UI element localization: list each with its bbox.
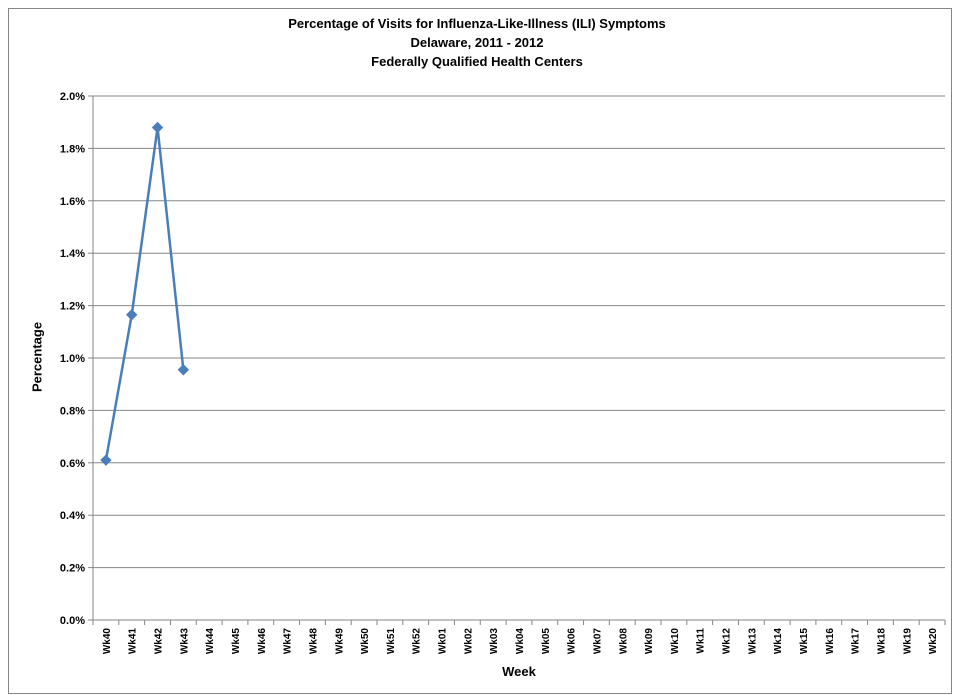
x-axis-label: Week xyxy=(502,664,536,679)
data-point xyxy=(126,309,138,321)
y-axis-label: Percentage xyxy=(29,321,45,393)
y-tick-label: 0.4% xyxy=(60,510,85,522)
y-tick-label: 0.6% xyxy=(60,458,85,470)
x-tick-label: Wk40 xyxy=(102,628,113,655)
x-tick-label: Wk15 xyxy=(799,628,810,655)
series-layer xyxy=(100,121,190,466)
y-tick-label: 0.8% xyxy=(60,405,85,417)
y-tick-label: 1.8% xyxy=(60,143,85,155)
x-tick-label: Wk14 xyxy=(773,628,784,655)
chart-title-line-3: Federally Qualified Health Centers xyxy=(371,54,583,69)
x-tick-label: Wk12 xyxy=(722,628,733,655)
data-point xyxy=(151,121,164,134)
x-tick-label: Wk19 xyxy=(902,628,913,655)
x-tick-label: Wk09 xyxy=(644,628,655,655)
gridlines xyxy=(92,95,945,621)
data-point xyxy=(100,454,112,466)
x-tick-label: Wk51 xyxy=(386,628,397,655)
y-tick-label: 1.4% xyxy=(60,248,85,260)
x-tick-label: Wk48 xyxy=(308,628,319,655)
x-tick-label: Wk20 xyxy=(928,628,939,655)
data-point xyxy=(177,364,190,376)
x-tick-label: Wk02 xyxy=(463,628,474,655)
x-tick-label: Wk05 xyxy=(541,628,552,655)
y-tick-label: 1.2% xyxy=(60,301,85,313)
x-tick-label: Wk01 xyxy=(438,628,449,655)
y-tick-label: 2.0% xyxy=(60,91,85,103)
x-tick-label: Wk49 xyxy=(334,628,345,655)
x-tick-label: Wk07 xyxy=(592,628,603,655)
x-tick-label: Wk04 xyxy=(515,628,526,655)
x-tick-label: Wk42 xyxy=(154,628,165,655)
x-tick-label: Wk13 xyxy=(747,628,758,655)
y-tick-label: 1.0% xyxy=(60,353,85,365)
x-tick-label: Wk08 xyxy=(618,628,629,655)
x-tick-label: Wk45 xyxy=(231,628,242,655)
chart-title: Percentage of Visits for Influenza-Like-… xyxy=(0,14,954,71)
chart-title-line-2: Delaware, 2011 - 2012 xyxy=(410,35,544,50)
x-tick-label: Wk44 xyxy=(205,628,216,655)
chart-title-line-1: Percentage of Visits for Influenza-Like-… xyxy=(288,16,666,31)
x-tick-label: Wk18 xyxy=(876,628,887,655)
x-tick-label: Wk46 xyxy=(257,628,268,655)
x-tick-label: Wk03 xyxy=(489,628,500,655)
x-tick-label: Wk47 xyxy=(283,628,294,655)
y-tick-label: 0.2% xyxy=(60,563,85,575)
x-tick-label: Wk10 xyxy=(670,628,681,655)
chart-frame xyxy=(8,8,952,694)
y-tick-label: 0.0% xyxy=(60,615,85,627)
y-tick-label: 1.6% xyxy=(60,196,85,208)
y-axis-ticks: 0.0% 0.2% 0.4% 0.6% 0.8% 1.0% 1.2% 1.4% 1.6% 1.8%… xyxy=(60,91,93,627)
x-axis-ticks: Wk40 Wk41 Wk42 Wk43 Wk44 Wk45 Wk46 Wk47 Wk48 Wk49… xyxy=(92,620,946,655)
x-tick-label: Wk52 xyxy=(412,628,423,655)
x-tick-label: Wk06 xyxy=(567,628,578,655)
x-tick-label: Wk11 xyxy=(696,628,707,654)
x-tick-label: Wk50 xyxy=(360,628,371,655)
x-tick-label: Wk16 xyxy=(825,628,836,655)
x-tick-label: Wk43 xyxy=(179,628,190,655)
series-line xyxy=(104,126,185,461)
x-tick-label: Wk41 xyxy=(128,628,139,655)
x-tick-label: Wk17 xyxy=(851,628,862,655)
